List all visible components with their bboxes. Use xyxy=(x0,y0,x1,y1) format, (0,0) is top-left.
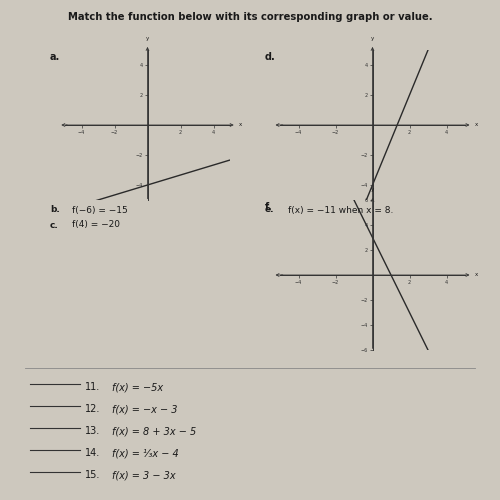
Text: 12.: 12. xyxy=(85,404,100,414)
Text: f(x) = −x − 3: f(x) = −x − 3 xyxy=(112,404,178,414)
Text: c.: c. xyxy=(50,220,59,230)
Text: 15.: 15. xyxy=(85,470,100,480)
Text: 14.: 14. xyxy=(85,448,100,458)
Text: y: y xyxy=(371,188,374,192)
Text: f(x) = 3 − 3x: f(x) = 3 − 3x xyxy=(112,470,176,480)
Text: f(x) = ¹⁄₃x − 4: f(x) = ¹⁄₃x − 4 xyxy=(112,448,179,458)
Text: e.: e. xyxy=(265,206,274,214)
Text: a.: a. xyxy=(50,52,60,62)
Text: 13.: 13. xyxy=(85,426,100,436)
Text: x: x xyxy=(239,122,242,128)
Text: f(−6) = −15: f(−6) = −15 xyxy=(72,206,128,214)
Text: Match the function below with its corresponding graph or value.: Match the function below with its corres… xyxy=(68,12,432,22)
Text: y: y xyxy=(371,36,374,41)
Text: f.: f. xyxy=(265,202,272,212)
Text: x: x xyxy=(475,122,478,128)
Text: x: x xyxy=(475,272,478,278)
Text: f(x) = −11 when x = 8.: f(x) = −11 when x = 8. xyxy=(288,206,393,214)
Text: f(x) = −5x: f(x) = −5x xyxy=(112,382,164,392)
Text: y: y xyxy=(146,36,149,41)
Text: f(x) = 8 + 3x − 5: f(x) = 8 + 3x − 5 xyxy=(112,426,197,436)
Text: f(4) = −20: f(4) = −20 xyxy=(72,220,120,230)
Text: d.: d. xyxy=(265,52,276,62)
Text: b.: b. xyxy=(50,206,60,214)
Text: 11.: 11. xyxy=(85,382,100,392)
